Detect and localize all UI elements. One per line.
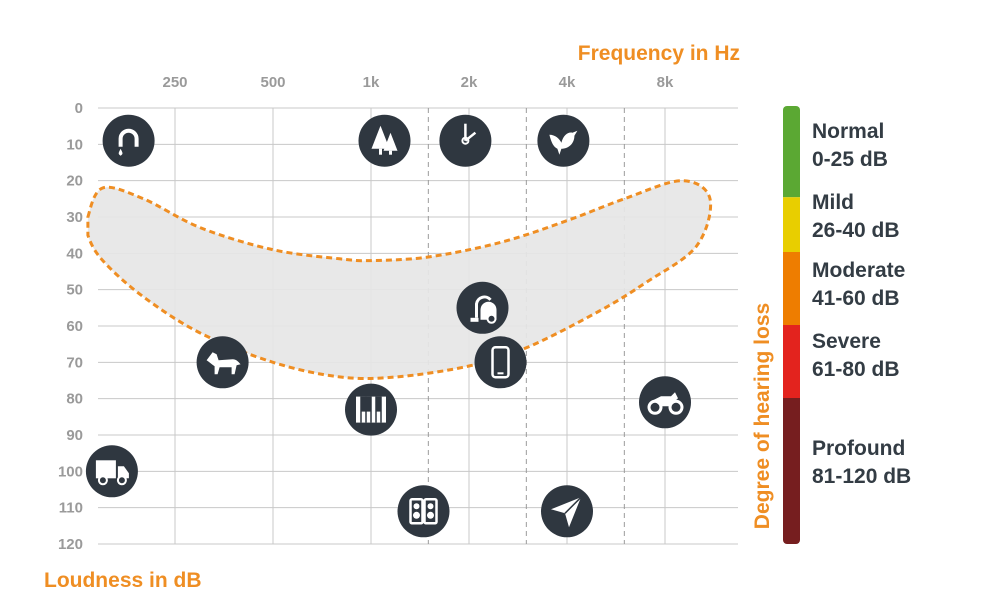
motorcycle-icon xyxy=(639,376,691,429)
severity-name: Normal xyxy=(812,120,884,143)
severity-segment xyxy=(783,252,800,325)
x-tick-label: 500 xyxy=(260,74,285,91)
severity-range: 26-40 dB xyxy=(812,219,900,242)
x-tick-label: 4k xyxy=(559,74,576,91)
y-tick-label: 100 xyxy=(58,463,83,480)
bird-icon xyxy=(537,114,590,167)
y-tick-label: 80 xyxy=(66,391,83,408)
severity-labels: Normal 0-25 dB Mild 26-40 dB Moderate 41-60 d… xyxy=(812,120,911,488)
trees-icon xyxy=(358,114,411,167)
y-tick-label: 60 xyxy=(66,318,83,335)
severity-segment xyxy=(783,398,800,544)
y-tick-label: 90 xyxy=(66,427,83,444)
speaker-icon xyxy=(397,485,450,538)
dripping-faucet-icon xyxy=(102,114,155,167)
y-tick-labels: 0 10 20 30 40 50 60 70 80 90 100 110 120 xyxy=(58,100,83,553)
severity-name: Severe xyxy=(812,330,881,353)
severity-range: 41-60 dB xyxy=(812,287,900,310)
severity-range: 81-120 dB xyxy=(812,465,911,488)
x-tick-labels: 250 500 1k 2k 4k 8k xyxy=(162,74,674,91)
y-tick-label: 10 xyxy=(66,136,83,153)
severity-segment xyxy=(783,106,800,198)
severity-range: 0-25 dB xyxy=(812,148,888,171)
severity-name: Profound xyxy=(812,437,905,460)
x-tick-label: 1k xyxy=(363,74,380,91)
x-axis-title: Frequency in Hz xyxy=(578,42,740,65)
sound-icons xyxy=(85,114,691,538)
severity-name: Moderate xyxy=(812,259,905,282)
piano-icon xyxy=(345,383,397,436)
y-axis-title: Loudness in dB xyxy=(44,569,202,592)
y-tick-label: 110 xyxy=(59,500,83,517)
severity-segment xyxy=(783,197,800,252)
speech-banana xyxy=(86,179,713,380)
truck-icon xyxy=(85,445,138,498)
vacuum-cleaner-icon xyxy=(456,281,509,334)
y-tick-label: 30 xyxy=(66,209,83,226)
x-tick-label: 2k xyxy=(461,74,478,91)
airplane-icon xyxy=(541,485,593,538)
severity-bar xyxy=(783,106,800,544)
y-tick-label: 0 xyxy=(75,100,83,117)
x-tick-label: 8k xyxy=(657,74,674,91)
y-tick-label: 70 xyxy=(66,354,83,371)
severity-axis-title: Degree of hearing loss xyxy=(751,303,774,529)
severity-range: 61-80 dB xyxy=(812,358,900,381)
y-tick-label: 20 xyxy=(66,173,83,190)
y-tick-label: 120 xyxy=(58,536,83,553)
severity-name: Mild xyxy=(812,191,854,214)
y-tick-label: 40 xyxy=(66,245,83,262)
dog-icon xyxy=(196,336,249,389)
x-tick-label: 250 xyxy=(162,74,187,91)
severity-segment xyxy=(783,325,800,398)
clock-icon xyxy=(439,114,492,167)
phone-icon xyxy=(474,336,527,389)
y-tick-label: 50 xyxy=(66,282,83,299)
